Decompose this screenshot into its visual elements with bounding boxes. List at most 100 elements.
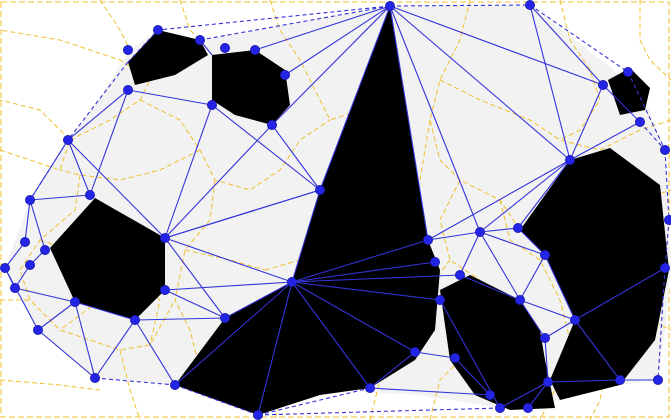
graph-edge xyxy=(94,319,136,379)
graph-node xyxy=(249,45,260,56)
graph-node xyxy=(63,134,74,145)
graph-edge xyxy=(174,281,293,386)
graph-node xyxy=(314,184,325,195)
graph-edge xyxy=(4,267,39,331)
graph-edge xyxy=(439,299,501,409)
graph-edge xyxy=(459,274,521,301)
graph-edge xyxy=(544,337,549,383)
graph-node xyxy=(494,402,505,413)
graph-edge xyxy=(127,89,213,106)
graph-node xyxy=(19,236,30,247)
graph-node xyxy=(454,269,465,280)
graph-edge xyxy=(544,254,576,321)
graph-edge xyxy=(211,104,321,191)
voronoi-edge xyxy=(0,29,151,141)
graph-edge xyxy=(479,231,546,256)
graph-edge xyxy=(37,329,96,379)
obstacle-polygon xyxy=(440,275,555,410)
graph-edge xyxy=(291,239,429,283)
graph-node xyxy=(194,35,205,46)
graph-edge xyxy=(157,5,391,31)
graph-node xyxy=(525,0,536,10)
graph-edge xyxy=(602,84,641,123)
voronoi-edge xyxy=(0,99,71,171)
graph-edge xyxy=(164,289,226,319)
graph-node xyxy=(429,256,440,267)
graph-edge xyxy=(454,357,491,396)
obstacle-polygon xyxy=(608,68,650,115)
obstacle-polygon xyxy=(212,50,290,125)
graph-node xyxy=(653,374,664,385)
voronoi-edge xyxy=(0,379,101,391)
graph-edge xyxy=(499,381,549,409)
graph-node xyxy=(570,314,581,325)
graph-node xyxy=(169,379,180,390)
graph-edge xyxy=(569,121,641,161)
graph-edge xyxy=(574,319,621,381)
graph-edge xyxy=(291,281,441,301)
graph-edge xyxy=(284,5,391,76)
obstacle-polygon xyxy=(175,6,440,415)
graph-edge xyxy=(291,261,436,283)
graph-edge xyxy=(29,199,46,251)
graph-edge xyxy=(529,4,629,73)
voronoi-edge xyxy=(269,0,391,121)
graph-edge xyxy=(459,231,481,276)
graph-node xyxy=(24,194,35,205)
graph-node xyxy=(252,409,263,420)
voronoi-edge xyxy=(19,174,176,351)
voronoi-edge xyxy=(639,0,671,81)
graph-edge xyxy=(639,121,666,151)
graph-edge xyxy=(174,384,259,416)
graph-node xyxy=(660,262,671,273)
obstacle-polygon xyxy=(520,148,669,400)
graph-node xyxy=(286,276,297,287)
graph-node xyxy=(664,215,671,225)
obstacle-polygon xyxy=(128,30,208,85)
obstacles-layer xyxy=(50,6,669,415)
graph-edge xyxy=(479,159,571,233)
graph-edge xyxy=(164,189,321,239)
graph-edge xyxy=(67,139,166,239)
graph-edge xyxy=(14,287,76,303)
graph-edge xyxy=(414,351,456,359)
graph-edge xyxy=(319,5,391,191)
graph-edge xyxy=(369,351,416,389)
graph-node xyxy=(33,324,44,335)
graph-edge xyxy=(271,5,391,126)
graph-node xyxy=(422,234,433,245)
graph-edge xyxy=(529,4,571,161)
graph-edge xyxy=(74,301,136,321)
graph-edge xyxy=(389,4,531,7)
graph-edge xyxy=(224,281,293,319)
graph-node xyxy=(540,249,551,260)
graph-node xyxy=(206,100,217,111)
graph-edge xyxy=(389,5,481,233)
graph-edge xyxy=(519,299,576,321)
graph-edge xyxy=(519,254,546,301)
graph-node xyxy=(123,45,134,56)
graph-node xyxy=(515,294,526,305)
graph-node xyxy=(266,120,277,131)
graph-node xyxy=(635,117,646,128)
graph-edge xyxy=(517,159,571,229)
graph-node xyxy=(484,389,495,400)
graph-edge xyxy=(134,317,226,321)
graph-edge xyxy=(164,281,293,291)
voronoi-edge xyxy=(179,0,201,41)
graph-node xyxy=(513,222,524,233)
graph-edge xyxy=(657,267,666,381)
graph-edge xyxy=(29,194,91,201)
graph-edge xyxy=(547,379,621,383)
graph-edge xyxy=(67,89,129,141)
voronoi-edge xyxy=(99,0,131,51)
voronoi-edge xyxy=(119,349,141,420)
graph-node xyxy=(9,282,20,293)
graph-edge xyxy=(271,124,321,191)
graph-edge xyxy=(427,231,481,241)
graph-edge xyxy=(254,5,391,51)
graph-node xyxy=(409,346,420,357)
